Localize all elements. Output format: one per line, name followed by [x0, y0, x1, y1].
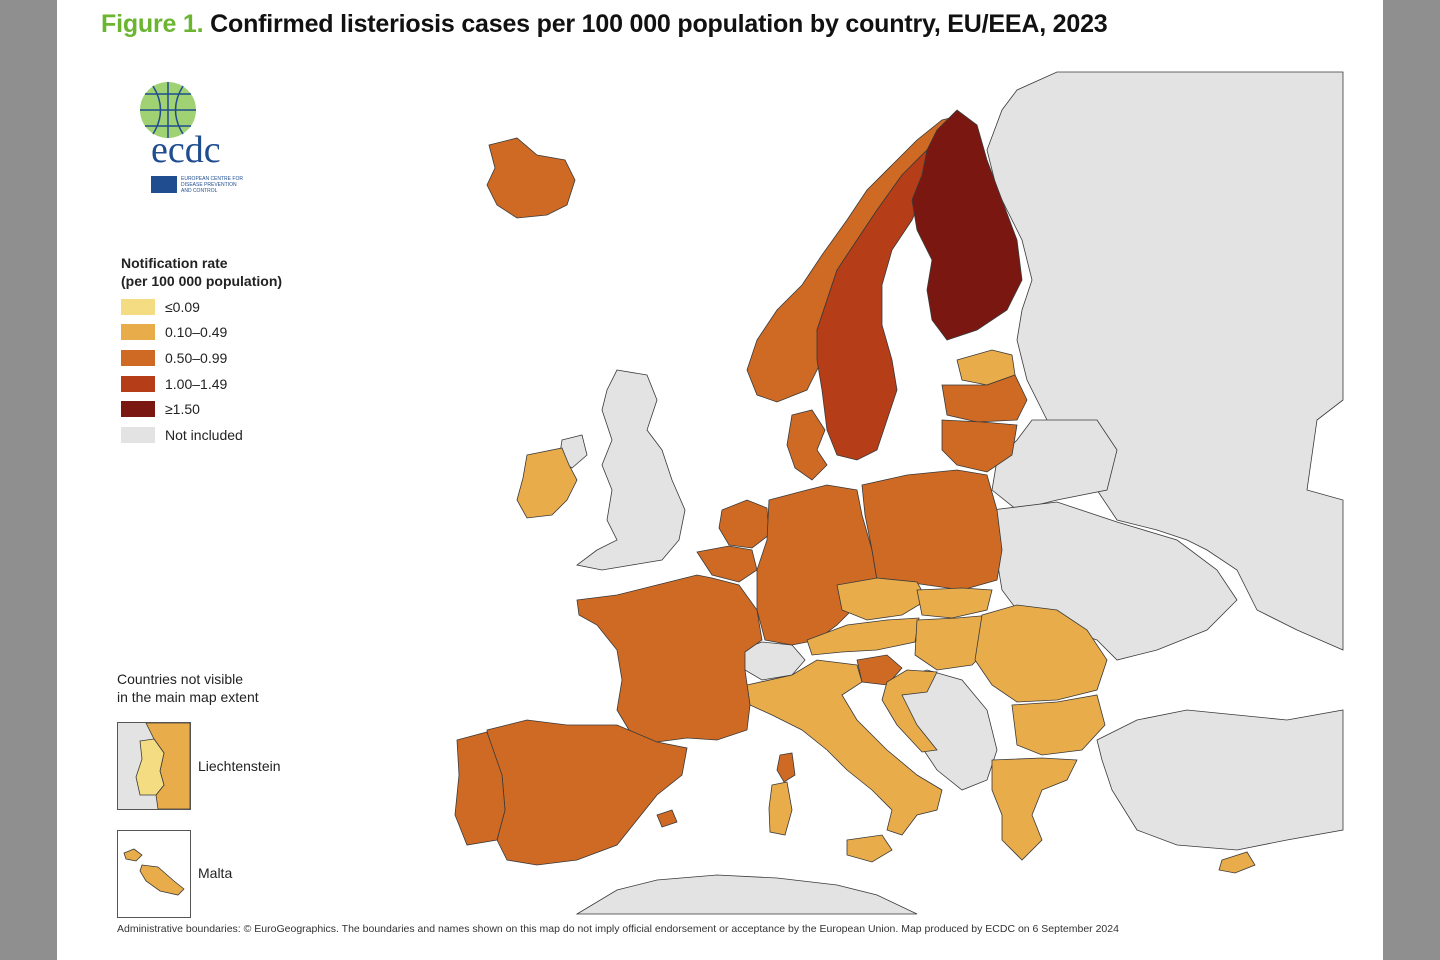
country-balearic-islands — [656, 809, 678, 828]
legend-label: ≤0.09 — [165, 298, 200, 315]
not-visible-line1: Countries not visible — [117, 671, 244, 687]
legend-swatch — [121, 349, 155, 366]
country-austria — [806, 617, 920, 656]
legend-swatch — [121, 401, 155, 418]
country-slovakia — [916, 587, 993, 619]
eu-flag-icon — [151, 176, 177, 193]
legend-title-line2: (per 100 000 population) — [121, 273, 283, 289]
figure-label: Figure 1. — [101, 10, 204, 38]
country-bulgaria — [1011, 694, 1106, 756]
country-france — [576, 574, 763, 743]
inset-label-malta: Malta — [198, 865, 233, 881]
figure-title-text: Confirmed listeriosis cases per 100 000 … — [210, 10, 1108, 38]
legend-label: ≥1.50 — [165, 401, 200, 418]
country-iceland — [486, 137, 576, 219]
country-sicily — [846, 834, 893, 863]
inset-label-liechtenstein: Liechtenstein — [198, 758, 281, 774]
not-visible-line2: in the main map extent — [117, 689, 259, 705]
legend-item: ≥1.50 — [121, 396, 282, 422]
legend-label: Not included — [165, 426, 243, 443]
country-italy — [746, 659, 943, 836]
footer-note: Administrative boundaries: © EuroGeograp… — [117, 923, 1119, 935]
country-poland — [861, 469, 1003, 591]
legend-swatch — [121, 375, 155, 392]
country-portugal — [454, 731, 506, 846]
country-russia — [986, 71, 1344, 651]
malta-shape — [139, 864, 185, 896]
country-united-kingdom — [576, 369, 686, 571]
country-latvia — [941, 374, 1028, 423]
country-finland — [911, 109, 1023, 341]
liechtenstein-shape — [135, 738, 165, 796]
country-switzerland — [739, 641, 806, 681]
country-netherlands — [718, 499, 770, 549]
not-visible-heading: Countries not visible in the main map ex… — [117, 670, 259, 706]
legend-title-line1: Notification rate — [121, 255, 228, 271]
country-croatia — [881, 669, 938, 753]
liechtenstein-map — [118, 723, 190, 809]
legend-item: ≤0.09 — [121, 294, 282, 320]
legend-swatch — [121, 426, 155, 443]
country-corsica — [776, 752, 796, 783]
figure-page: Figure 1. Confirmed listeriosis cases pe… — [57, 0, 1383, 960]
legend-swatch — [121, 298, 155, 315]
country-cyprus — [1218, 851, 1256, 874]
ecdc-wordmark: ecdc — [151, 129, 221, 171]
country-sardinia — [768, 781, 793, 836]
country-greece — [991, 757, 1078, 861]
legend-label: 0.50–0.99 — [165, 349, 228, 366]
inset-malta — [117, 830, 191, 918]
figure-title: Figure 1. Confirmed listeriosis cases pe… — [101, 10, 1108, 39]
map-legend: Notification rate (per 100 000 populatio… — [121, 254, 282, 448]
legend-item: 0.50–0.99 — [121, 345, 282, 371]
malta-map — [123, 848, 185, 896]
map-frame — [57, 70, 1383, 916]
country-turkey — [1096, 709, 1344, 851]
country-sweden — [816, 149, 938, 461]
ecdc-subtitle-3: AND CONTROL — [181, 188, 218, 194]
legend-label: 1.00–1.49 — [165, 375, 228, 392]
legend-item: Not included — [121, 422, 282, 448]
europe-map — [387, 71, 1344, 915]
country-ireland — [516, 447, 578, 519]
ecdc-subtitle-2: DISEASE PREVENTION — [181, 182, 237, 188]
legend-item: 1.00–1.49 — [121, 371, 282, 397]
inset-liechtenstein — [117, 722, 191, 810]
legend-label: 0.10–0.49 — [165, 324, 228, 341]
ecdc-subtitle-1: EUROPEAN CENTRE FOR — [181, 176, 243, 182]
country-czechia — [836, 577, 928, 621]
ecdc-emblem: ecdc EUROPEAN CENTRE FOR DISEASE PREVENT… — [140, 82, 243, 194]
country-denmark — [786, 409, 828, 481]
country-lithuania — [941, 419, 1018, 473]
globe-grid — [140, 82, 196, 138]
malta-gozo-shape — [123, 848, 143, 862]
legend-swatch — [121, 324, 155, 341]
legend-item: 0.10–0.49 — [121, 320, 282, 346]
country-romania — [974, 604, 1108, 703]
ecdc-logo: ecdc EUROPEAN CENTRE FOR DISEASE PREVENT… — [123, 80, 263, 200]
region-north-africa — [575, 874, 918, 915]
